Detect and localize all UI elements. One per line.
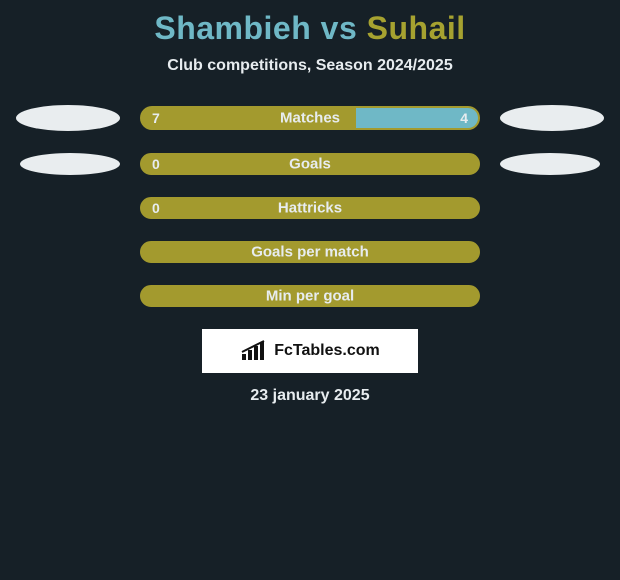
subtitle: Club competitions, Season 2024/2025	[0, 57, 620, 75]
player-right-ellipse	[500, 105, 604, 131]
stat-row: Goals 0	[0, 153, 620, 175]
title-right: Suhail	[367, 10, 466, 46]
page-root: Shambieh vs Suhail Club competitions, Se…	[0, 0, 620, 580]
page-title: Shambieh vs Suhail	[0, 0, 620, 47]
player-left-ellipse	[16, 105, 120, 131]
stat-row: Matches 7 4	[0, 105, 620, 131]
title-left: Shambieh	[154, 10, 311, 46]
stat-bar: Matches 7 4	[140, 106, 480, 130]
player-left-ellipse	[20, 153, 120, 175]
stat-label: Goals per match	[251, 244, 369, 261]
stat-row: Goals per match	[0, 241, 620, 263]
bar-chart-icon	[240, 340, 268, 362]
stat-label: Hattricks	[278, 200, 342, 217]
logo-box: FcTables.com	[202, 329, 418, 373]
comparison-chart: Matches 7 4 Goals 0 Hattricks 0 Goals per match…	[0, 105, 620, 307]
date-label: 23 january 2025	[0, 387, 620, 405]
stat-right-value: 4	[460, 110, 468, 126]
title-vs: vs	[321, 10, 358, 46]
player-right-ellipse	[500, 153, 600, 175]
logo-text: FcTables.com	[274, 342, 380, 360]
stat-row: Min per goal	[0, 285, 620, 307]
stat-bar: Goals per match	[140, 241, 480, 263]
stat-bar: Hattricks 0	[140, 197, 480, 219]
stat-left-value: 0	[152, 200, 160, 216]
stat-left-value: 7	[152, 110, 160, 126]
stat-bar: Goals 0	[140, 153, 480, 175]
stat-label: Matches	[280, 110, 340, 127]
stat-label: Goals	[289, 156, 331, 173]
stat-bar: Min per goal	[140, 285, 480, 307]
stat-row: Hattricks 0	[0, 197, 620, 219]
stat-label: Min per goal	[266, 288, 354, 305]
stat-left-value: 0	[152, 156, 160, 172]
